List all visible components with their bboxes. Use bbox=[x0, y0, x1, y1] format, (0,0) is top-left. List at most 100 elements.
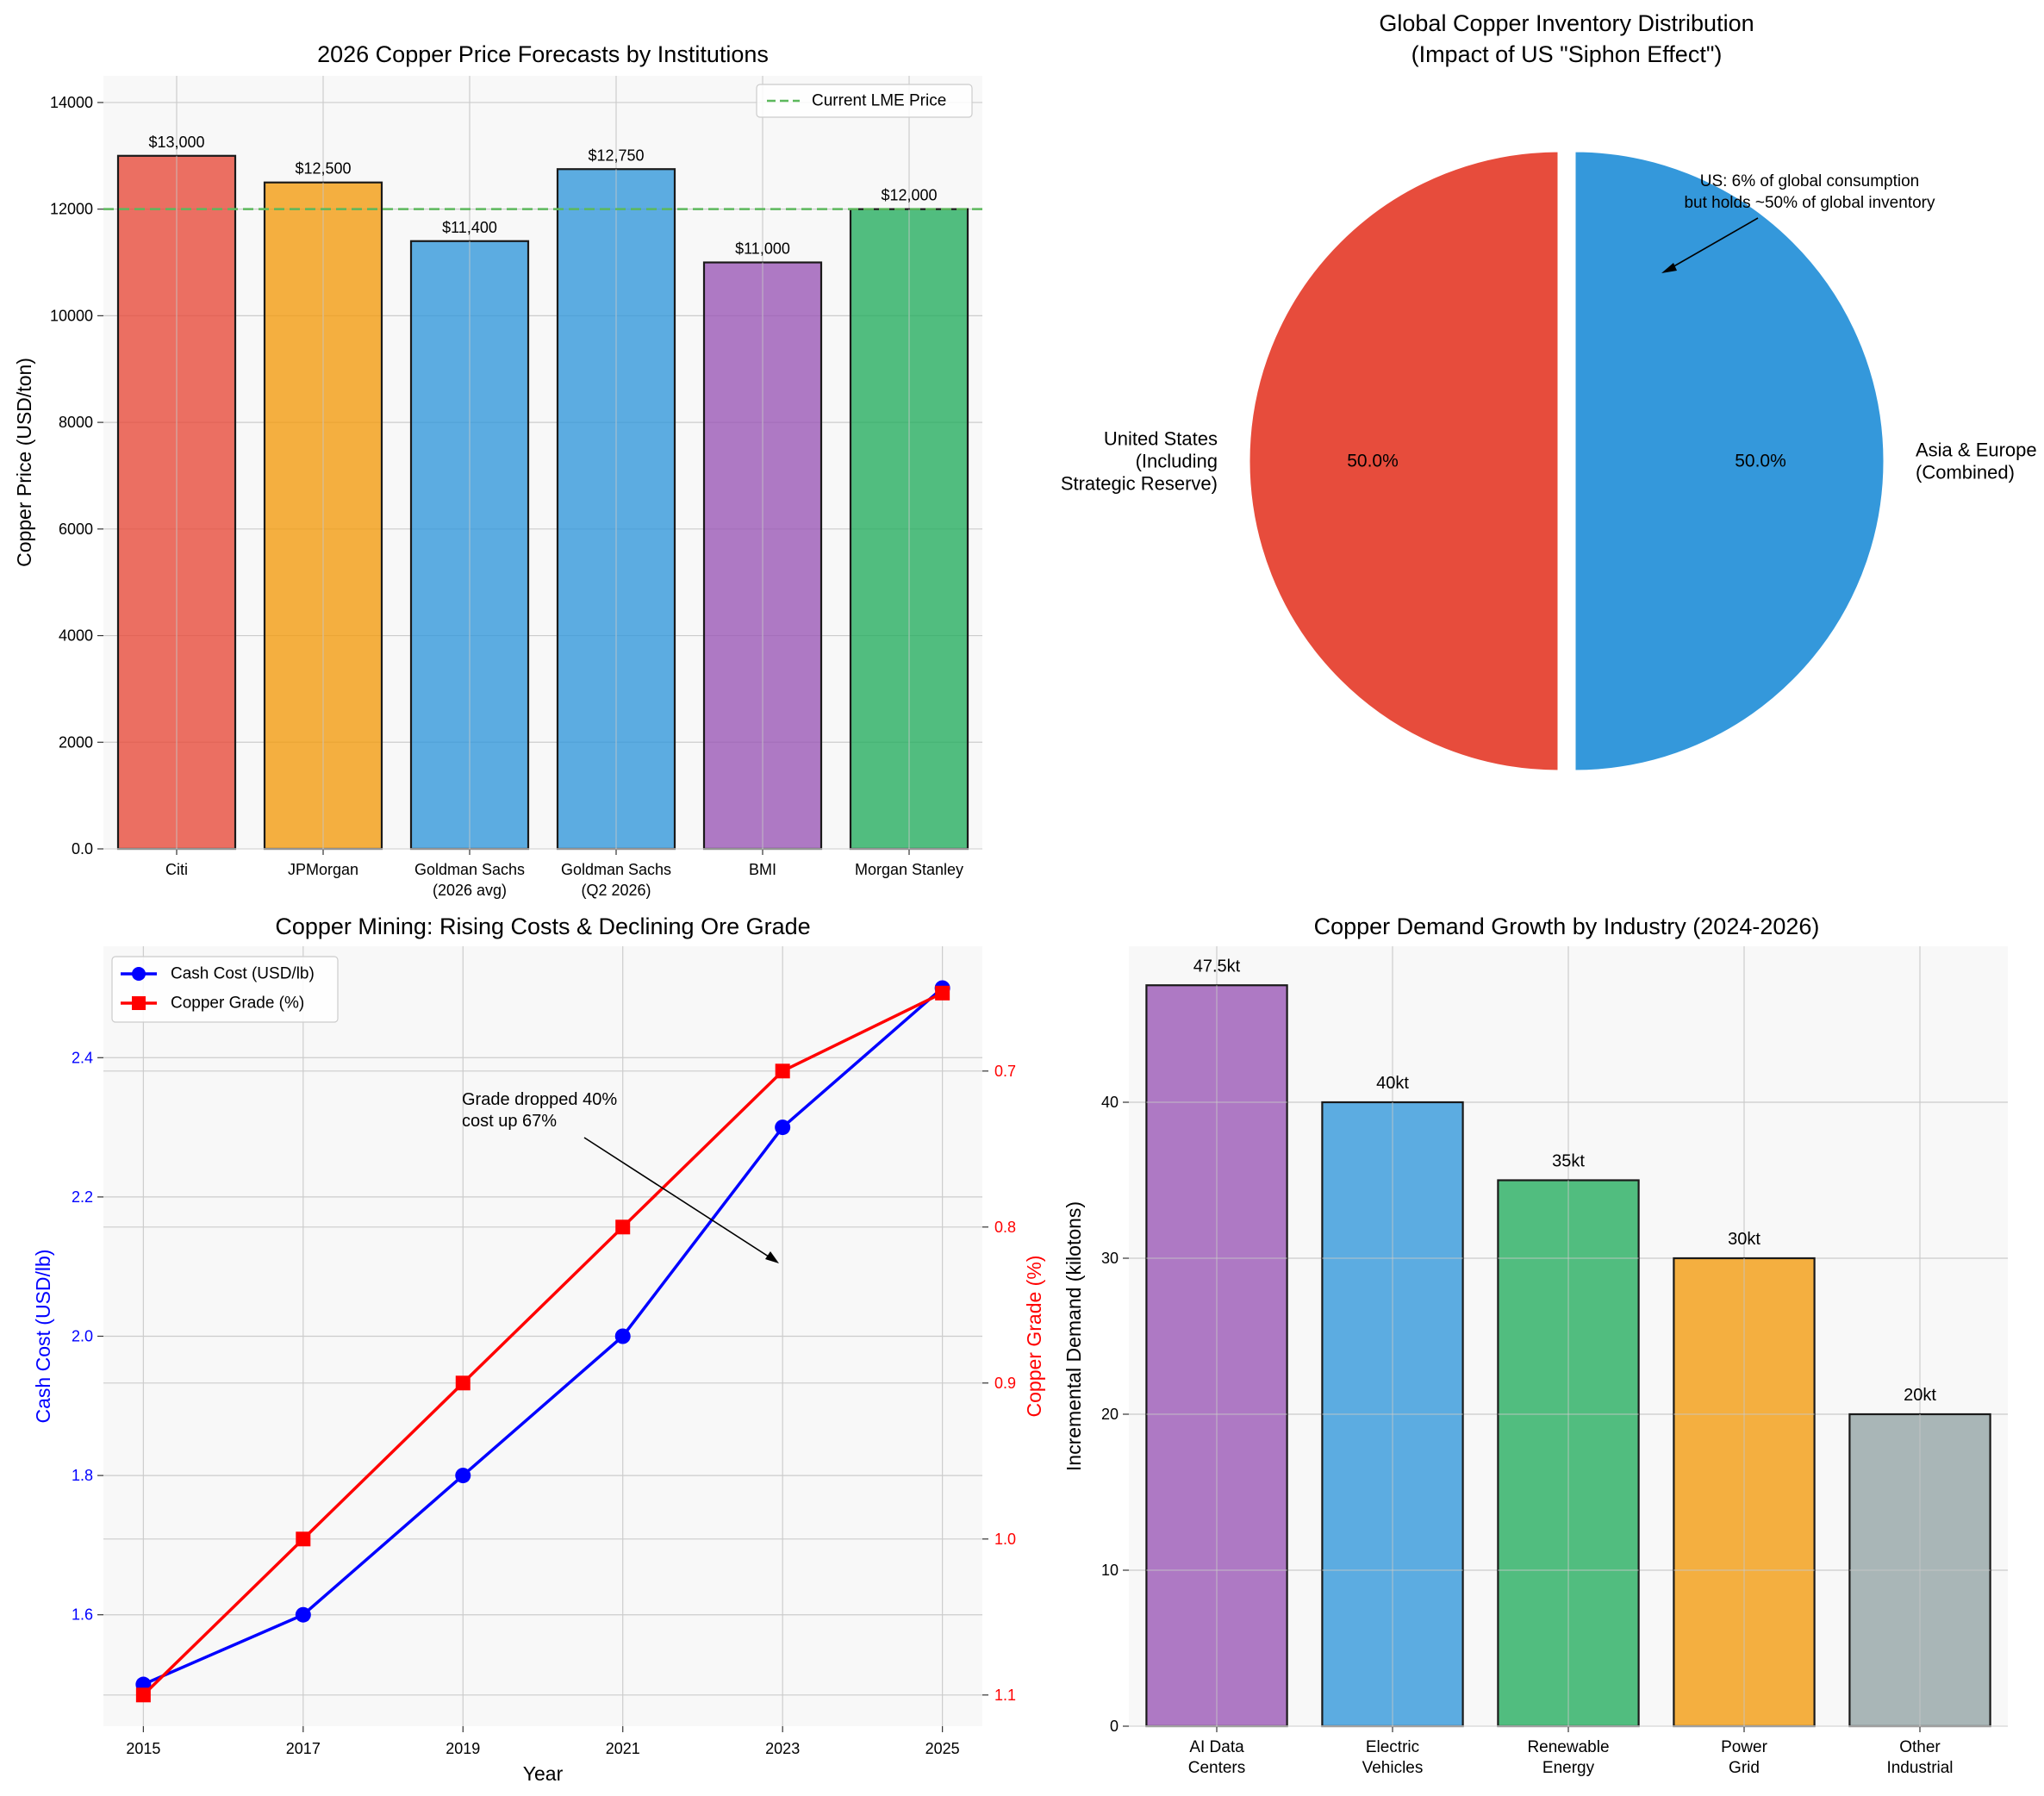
legend: Cash Cost (USD/lb) Copper Grade (%) bbox=[111, 956, 339, 1023]
y-axis-label: Copper Price (USD/ton) bbox=[13, 358, 35, 567]
y2-tick-label: 0.7 bbox=[994, 1063, 1016, 1080]
x-tick-label: Power bbox=[1721, 1738, 1768, 1756]
x-tick-label: (Q2 2026) bbox=[581, 882, 651, 899]
y-tick-label: 10 bbox=[1101, 1562, 1119, 1579]
line-annotation: cost up 67% bbox=[462, 1112, 557, 1131]
legend-label: Cash Cost (USD/lb) bbox=[171, 965, 315, 983]
pie-slice-label: Strategic Reserve) bbox=[1061, 473, 1218, 495]
line-annotation-arrowhead bbox=[765, 1251, 779, 1263]
chart-title: Global Copper Inventory Distribution bbox=[1379, 10, 1754, 36]
copper-grade-point bbox=[296, 1531, 311, 1547]
y-tick-label: 6000 bbox=[59, 521, 93, 538]
cash-cost-line bbox=[142, 987, 944, 1687]
x-tick-label: Other bbox=[1899, 1738, 1941, 1756]
y-tick-label: 2.4 bbox=[72, 1049, 93, 1066]
x-tick-label: AI Data bbox=[1189, 1738, 1244, 1756]
x-tick-label: Renewable bbox=[1527, 1738, 1609, 1756]
y-tick-label: 14000 bbox=[50, 94, 93, 111]
copper-grade-point bbox=[455, 1375, 470, 1391]
legend-label: Copper Grade (%) bbox=[171, 995, 304, 1013]
plot-area bbox=[103, 76, 982, 849]
pie-annotation-arrow bbox=[1664, 217, 1759, 272]
y-tick-label: 10000 bbox=[50, 307, 93, 324]
x-axis-label: Year bbox=[523, 1762, 564, 1785]
y-tick-label: 0 bbox=[1110, 1718, 1119, 1735]
copper-grade-point bbox=[775, 1063, 790, 1079]
line-annotation: Grade dropped 40% bbox=[462, 1090, 617, 1109]
x-tick-label: Goldman Sachs bbox=[414, 861, 525, 878]
x-tick-label: Electric bbox=[1366, 1738, 1419, 1756]
x-tick-label: 2017 bbox=[286, 1740, 321, 1757]
y2-tick-label: 0.9 bbox=[994, 1375, 1016, 1392]
x-tick-label: 2019 bbox=[446, 1740, 480, 1757]
copper-grade-point bbox=[935, 985, 950, 1001]
pie-annotation: US: 6% of global consumption bbox=[1700, 172, 1920, 190]
legend-label: Current LME Price bbox=[812, 92, 946, 110]
x-tick-label: Vehicles bbox=[1362, 1759, 1424, 1777]
x-tick-label: BMI bbox=[749, 861, 776, 878]
pie-annotation: but holds ~50% of global inventory bbox=[1684, 194, 1935, 212]
pie-pct-label: 50.0% bbox=[1347, 452, 1399, 471]
x-tick-label: Centers bbox=[1188, 1759, 1246, 1777]
bar-value-label: 47.5kt bbox=[1193, 957, 1241, 976]
line-annotation-arrow bbox=[583, 1137, 775, 1261]
x-tick-label: Energy bbox=[1542, 1759, 1595, 1777]
pie-slice-label: (Including bbox=[1136, 451, 1218, 472]
x-tick-label: 2021 bbox=[606, 1740, 640, 1757]
y-tick-label: 30 bbox=[1101, 1250, 1119, 1267]
mining-cost-grade-chart: 2015 2017 2019 2021 2023 2025 1.6 1.8 2.0 2.2 2.4 1… bbox=[32, 914, 1045, 1785]
x-tick-label: Citi bbox=[165, 861, 188, 878]
cash-cost-point bbox=[614, 1328, 631, 1344]
x-tick-label: 2015 bbox=[126, 1740, 160, 1757]
x-tick-label: 2023 bbox=[765, 1740, 800, 1757]
x-tick-label: Grid bbox=[1729, 1759, 1760, 1777]
y2-tick-label: 0.8 bbox=[994, 1219, 1016, 1236]
y2-tick-label: 1.0 bbox=[994, 1531, 1016, 1548]
bar-value-label: 30kt bbox=[1728, 1230, 1760, 1249]
pie-slice bbox=[1247, 149, 1561, 773]
copper-grade-line bbox=[142, 991, 944, 1697]
legend-box bbox=[756, 84, 973, 118]
chart-title: (Impact of US "Siphon Effect") bbox=[1411, 41, 1723, 67]
y2-tick-label: 1.1 bbox=[994, 1687, 1016, 1704]
y-tick-label: 12000 bbox=[50, 201, 93, 218]
y-tick-label: 2000 bbox=[59, 733, 93, 751]
pie-slice-label: United States bbox=[1104, 428, 1218, 450]
bar-value-label: $12,000 bbox=[881, 187, 937, 204]
bar-value-label: 20kt bbox=[1904, 1386, 1936, 1405]
copper-grade-point bbox=[135, 1687, 151, 1703]
pie-pct-label: 50.0% bbox=[1735, 452, 1786, 471]
bar-value-label: $11,000 bbox=[735, 240, 790, 258]
y-tick-label: 2.0 bbox=[72, 1328, 93, 1345]
pie-slice-label: (Combined) bbox=[1916, 462, 2015, 483]
y-tick-label: 8000 bbox=[59, 414, 93, 431]
x-tick-label: Goldman Sachs bbox=[561, 861, 671, 878]
pie-slice bbox=[1573, 149, 1886, 773]
cash-cost-point bbox=[295, 1606, 311, 1623]
chart-title: Copper Demand Growth by Industry (2024-2… bbox=[1314, 914, 1820, 939]
y-tick-label: 4000 bbox=[59, 627, 93, 645]
bar-value-label: $12,750 bbox=[588, 147, 644, 164]
y-axis-label: Incremental Demand (kilotons) bbox=[1063, 1201, 1085, 1471]
x-tick-label: Industrial bbox=[1886, 1759, 1953, 1777]
legend-marker bbox=[132, 996, 146, 1010]
copper-grade-point bbox=[615, 1219, 631, 1235]
cash-cost-point bbox=[455, 1468, 471, 1484]
price-forecast-chart: 0.0 2000 4000 6000 8000 10000 12000 14000 $13,00… bbox=[13, 41, 982, 899]
x-tick-label: 2025 bbox=[925, 1740, 960, 1757]
chart-title: 2026 Copper Price Forecasts by Instituti… bbox=[317, 41, 769, 67]
x-tick-label: JPMorgan bbox=[288, 861, 358, 878]
y-tick-label: 0.0 bbox=[72, 840, 93, 857]
legend-box bbox=[111, 956, 339, 1023]
legend-marker bbox=[132, 967, 146, 981]
pie-annotation-arrowhead bbox=[1661, 263, 1677, 273]
y-axis-label: Cash Cost (USD/lb) bbox=[32, 1250, 54, 1424]
cash-cost-point bbox=[775, 1119, 791, 1136]
x-tick-label: (2026 avg) bbox=[433, 882, 507, 899]
y-tick-label: 2.2 bbox=[72, 1188, 93, 1206]
demand-growth-chart: 0 10 20 30 40 47.5kt AI Data Centers 40kt Electri… bbox=[1063, 914, 2008, 1777]
chart-title: Copper Mining: Rising Costs & Declining … bbox=[275, 914, 810, 939]
bar-value-label: 40kt bbox=[1376, 1074, 1409, 1093]
